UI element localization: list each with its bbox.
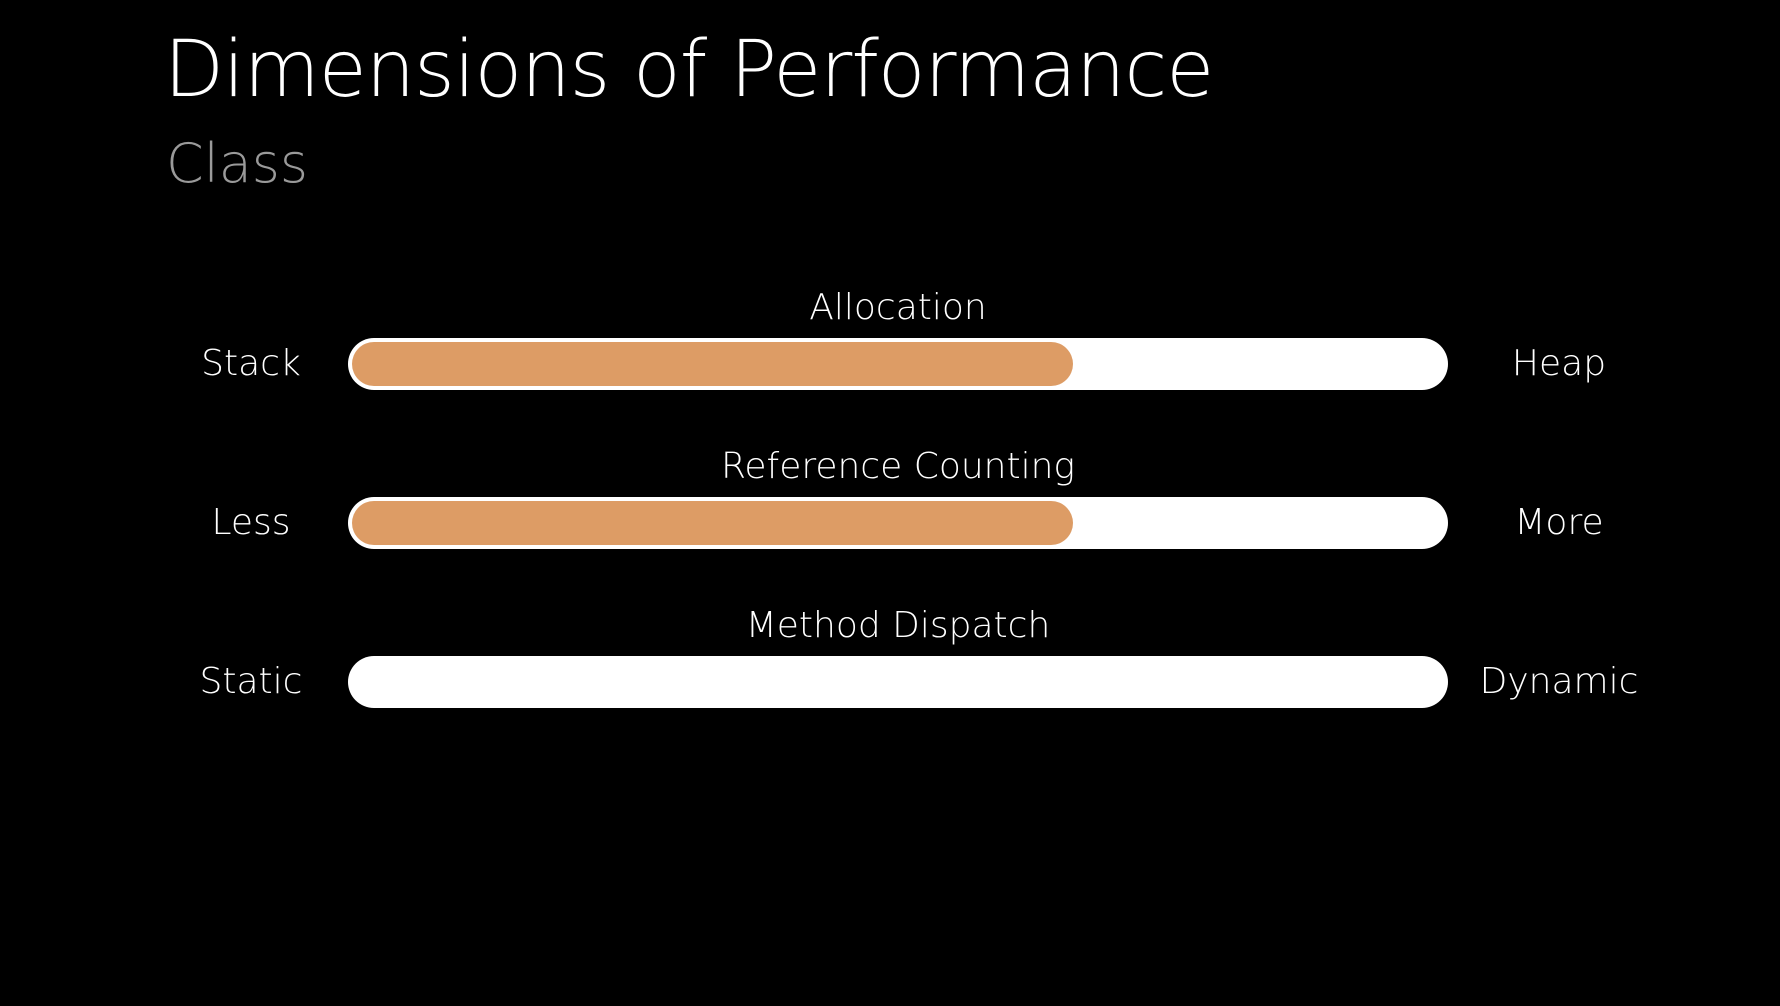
slider-fill <box>352 501 1073 545</box>
slider-min-label: Stack <box>201 343 301 384</box>
slider-min-label: Static <box>199 661 303 702</box>
slider-max-label: Dynamic <box>1479 661 1639 702</box>
slider-title: Reference Counting <box>720 446 1076 487</box>
slider-track <box>348 338 1448 390</box>
slider-max-label: Heap <box>1511 343 1607 384</box>
slider-track <box>348 497 1448 549</box>
slide-subtitle: Class <box>166 132 309 195</box>
slider-track <box>348 656 1448 708</box>
slider-title: Allocation <box>809 287 987 328</box>
slider-max-label: More <box>1514 502 1604 543</box>
slider-min-label: Less <box>211 502 291 543</box>
slider-title: Method Dispatch <box>745 605 1051 646</box>
slide-title: Dimensions of Performance <box>164 25 1214 115</box>
slider-fill <box>352 342 1073 386</box>
